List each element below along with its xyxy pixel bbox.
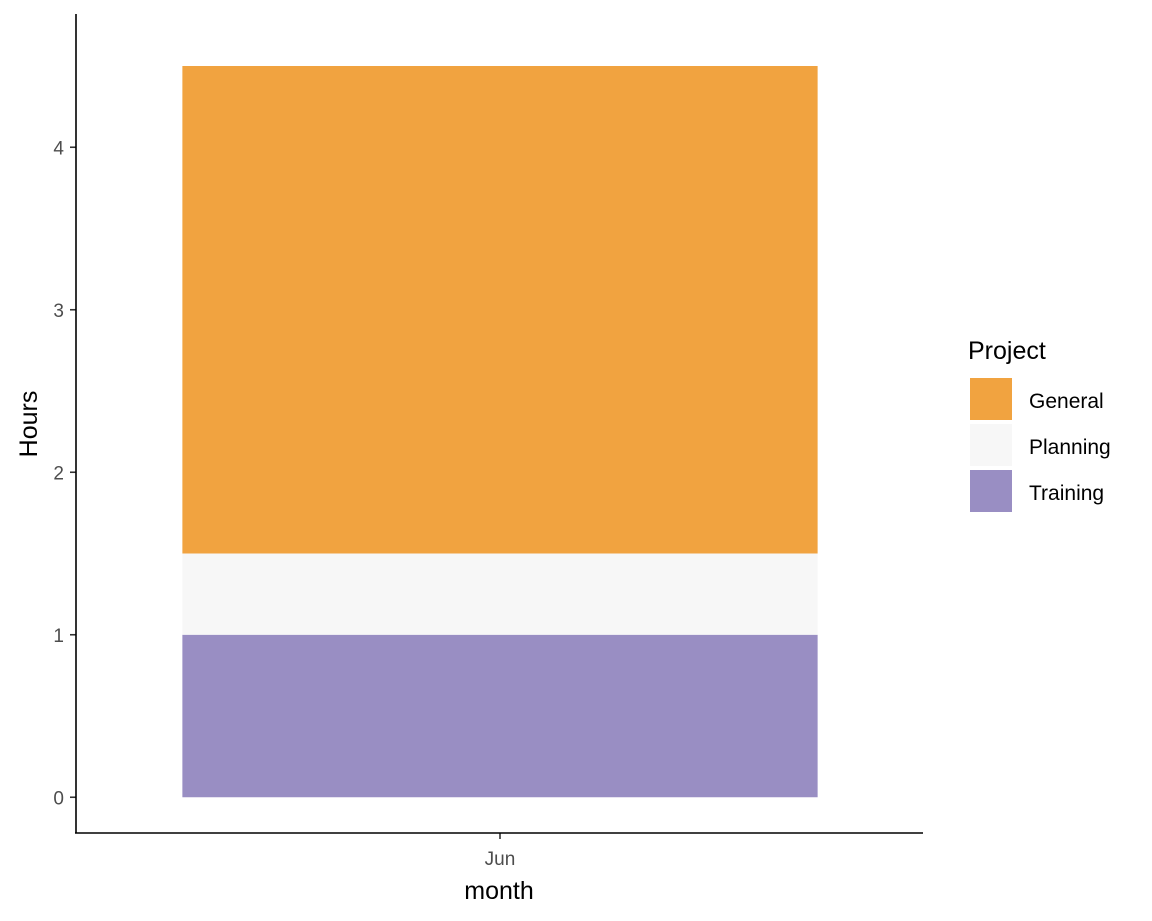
legend-label-general: General [1029,390,1104,413]
legend-label-planning: Planning [1029,436,1111,459]
legend: Project General Planning Training [968,337,1111,512]
bar-segment-training [182,634,818,798]
bar-segment-general [182,66,818,554]
legend-key-general [970,378,1012,420]
x-axis-ticks: Jun [485,833,516,870]
legend-title: Project [968,337,1046,365]
bars-layer [182,66,818,798]
y-tick-label: 3 [53,301,64,322]
legend-label-training: Training [1029,482,1104,505]
y-axis-ticks: 0 1 2 3 4 [53,138,76,809]
y-axis-title: Hours [15,391,43,458]
y-tick-label: 2 [53,463,64,484]
legend-key-training [970,470,1012,512]
legend-key-planning [970,424,1012,466]
x-tick-label: Jun [485,849,516,870]
y-tick-label: 4 [53,138,64,159]
y-tick-label: 0 [53,788,64,809]
y-tick-label: 1 [53,626,64,647]
x-axis-title: month [464,877,533,905]
bar-segment-planning [182,553,818,635]
